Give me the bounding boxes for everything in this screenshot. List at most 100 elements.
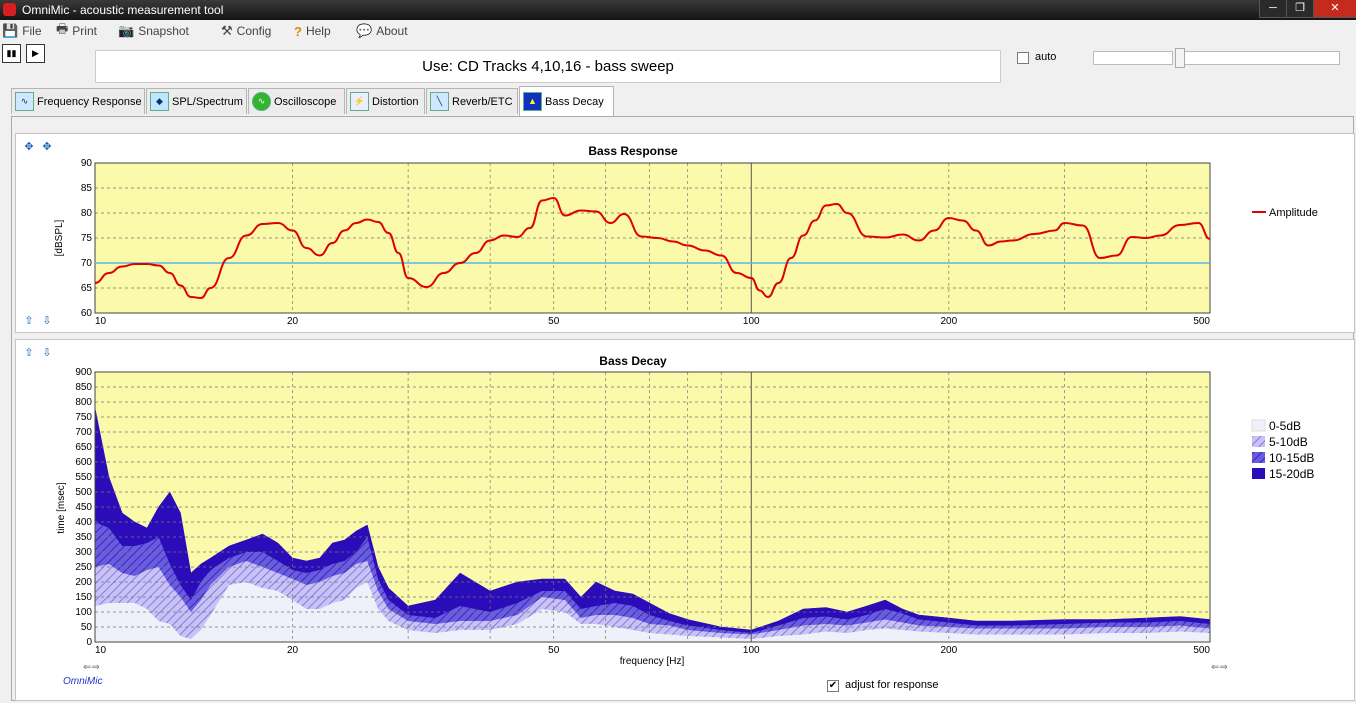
adjust-for-response-label: adjust for response	[845, 679, 939, 691]
y-tick-label: 250	[75, 562, 92, 573]
x-tick-label: 10	[95, 645, 107, 656]
scroll-up-icon[interactable]: ⇧	[24, 347, 34, 359]
y-tick-label: 400	[75, 517, 92, 528]
x-tick-label: 100	[743, 645, 760, 656]
tab-frequency-response[interactable]: ∿ Frequency Response	[11, 88, 145, 114]
scroll-down-icon[interactable]: ⇩	[42, 315, 52, 327]
legend-swatch	[1252, 468, 1265, 479]
menu-file[interactable]: 💾 File	[2, 23, 42, 39]
legend-swatch	[1252, 452, 1265, 463]
scroll-up-icon[interactable]: ⇧	[24, 315, 34, 327]
minimize-button[interactable]: ─	[1259, 0, 1287, 18]
legend-label: 0-5dB	[1269, 419, 1301, 433]
y-tick-label: 150	[75, 592, 92, 603]
y-tick-label: 450	[75, 502, 92, 513]
tab-label: Bass Decay	[545, 95, 604, 108]
y-tick-label: 80	[81, 208, 93, 219]
bass-decay-icon: ▲	[523, 92, 542, 111]
x-tick-label: 500	[1193, 645, 1210, 656]
tab-distortion[interactable]: ⚡ Distortion	[346, 88, 425, 114]
plot-border	[94, 371, 1211, 643]
menu-snapshot[interactable]: 📷 Snapshot	[118, 23, 189, 39]
y-axis-label: time [msec]	[56, 482, 67, 533]
app-icon	[3, 3, 16, 16]
menu-bar: 💾 File 🖶 Print 📷 Snapshot ⚒ Config ? Hel…	[0, 20, 1356, 42]
y-tick-label: 65	[81, 283, 93, 294]
play-button[interactable]: ▶	[26, 44, 45, 63]
legend-swatch	[1251, 419, 1266, 432]
menu-print-label: Print	[72, 24, 97, 38]
y-tick-label: 300	[75, 547, 92, 558]
auto-checkbox[interactable]	[1017, 52, 1029, 64]
pan-left-icon[interactable]: ⇐⇒	[83, 662, 100, 673]
chart-title: Bass Response	[588, 144, 678, 158]
x-tick-label: 50	[548, 316, 560, 327]
play-icon: ▶	[32, 48, 39, 58]
legend-label: 10-15dB	[1269, 451, 1314, 465]
y-tick-label: 90	[81, 158, 93, 169]
title-bar: OmniMic - acoustic measurement tool ─ ❐ …	[0, 0, 1356, 20]
menu-file-label: File	[22, 24, 42, 38]
tab-reverb-etc[interactable]: ╲ Reverb/ETC	[426, 88, 518, 114]
pause-button[interactable]: ▮▮	[2, 44, 21, 63]
tools-icon: ⚒	[221, 23, 233, 38]
spl-icon: ◆	[150, 92, 169, 111]
grid	[94, 371, 1211, 643]
compress-vertical-icon[interactable]: ✥	[42, 141, 52, 153]
x-tick-label: 500	[1193, 316, 1210, 327]
menu-help-label: Help	[305, 24, 331, 38]
tab-spl-spectrum[interactable]: ◆ SPL/Spectrum	[146, 88, 247, 114]
menu-snapshot-label: Snapshot	[138, 24, 189, 38]
bass-response-chart: Bass Response 60 65 70 75 80 85 90 10 20 50 100 200…	[54, 144, 1318, 327]
y-tick-label: 550	[75, 472, 92, 483]
y-axis-label: [dBSPL]	[54, 219, 65, 256]
y-tick-label: 75	[81, 233, 93, 244]
close-button[interactable]: ✕	[1313, 0, 1356, 18]
y-tick-label: 100	[75, 607, 92, 618]
auto-label: auto	[1035, 51, 1057, 63]
y-tick-label: 500	[75, 487, 92, 498]
legend-label: 5-10dB	[1269, 435, 1308, 449]
legend-label: 15-20dB	[1269, 467, 1314, 481]
frequency-response-icon: ∿	[15, 92, 34, 111]
scroll-down-icon[interactable]: ⇩	[42, 347, 52, 359]
menu-help[interactable]: ? Help	[294, 23, 331, 39]
y-tick-label: 850	[75, 382, 92, 393]
x-tick-label: 200	[940, 645, 957, 656]
amplitude-line	[94, 196, 1211, 300]
legend-amplitude: Amplitude	[1269, 207, 1318, 219]
y-tick-label: 900	[75, 367, 92, 378]
y-tick-label: 50	[81, 622, 93, 633]
tab-oscilloscope[interactable]: ∿ Oscilloscope	[248, 88, 345, 114]
legend: 0-5dB 5-10dB 10-15dB 15-20dB	[1251, 419, 1314, 481]
axis-ticks: 60 65 70 75 80 85 90 10 20 50 100 200 500	[81, 158, 1211, 327]
menu-about[interactable]: 💬 About	[356, 23, 408, 39]
x-tick-label: 200	[940, 316, 957, 327]
speech-bubble-icon: 💬	[356, 23, 373, 38]
y-tick-label: 85	[81, 183, 93, 194]
menu-print[interactable]: 🖶 Print	[56, 21, 97, 39]
tab-bass-decay[interactable]: ▲ Bass Decay	[519, 86, 614, 116]
x-tick-label: 50	[548, 645, 560, 656]
axis-ticks: 0 50 100 150 200 250 300 350 400 450 500 550 600 650 7…	[75, 367, 1210, 656]
tab-label: SPL/Spectrum	[172, 95, 243, 108]
slider-handle[interactable]	[1175, 48, 1185, 68]
window-title: OmniMic - acoustic measurement tool	[22, 3, 224, 17]
pause-icon: ▮▮	[6, 48, 17, 58]
printer-icon: 🖶	[56, 21, 69, 36]
maximize-button[interactable]: ❐	[1286, 0, 1314, 18]
level-field[interactable]	[1093, 51, 1173, 65]
menu-config[interactable]: ⚒ Config	[221, 23, 271, 39]
y-tick-label: 0	[86, 637, 92, 648]
legend-swatch	[1252, 436, 1265, 447]
pan-right-icon[interactable]: ⇐⇒	[1211, 662, 1228, 673]
menu-about-label: About	[376, 24, 408, 38]
tab-label: Oscilloscope	[274, 95, 337, 108]
expand-vertical-icon[interactable]: ✥	[24, 141, 34, 153]
slider-track[interactable]	[1182, 51, 1340, 65]
x-tick-label: 20	[287, 316, 299, 327]
adjust-for-response-checkbox[interactable]: ✔	[827, 680, 839, 692]
bass-decay-panel: ⇧ ⇩ Bass Decay 0 50 100 150 200 250 300 350 400 4…	[15, 339, 1355, 701]
tab-label: Distortion	[372, 95, 419, 108]
y-tick-label: 800	[75, 397, 92, 408]
